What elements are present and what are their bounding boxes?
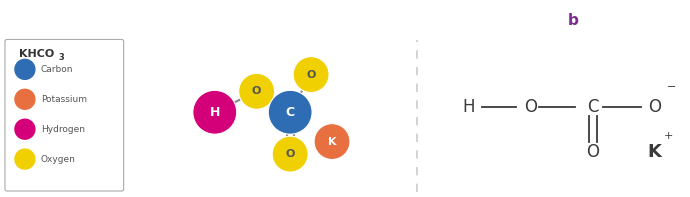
Circle shape — [314, 124, 350, 160]
Text: Oxygen: Oxygen — [41, 155, 76, 164]
Text: H: H — [462, 98, 475, 115]
Circle shape — [273, 136, 308, 172]
Text: K: K — [328, 137, 336, 147]
Text: BYJU'S: BYJU'S — [615, 9, 658, 22]
Text: Hydrogen: Hydrogen — [41, 125, 85, 134]
Text: Carbon: Carbon — [41, 65, 73, 74]
Text: H: H — [210, 106, 220, 119]
Text: O: O — [252, 86, 262, 96]
Text: −: − — [667, 82, 676, 92]
Circle shape — [15, 89, 35, 109]
Circle shape — [239, 73, 275, 109]
Circle shape — [268, 90, 312, 134]
Text: O: O — [306, 70, 316, 80]
FancyBboxPatch shape — [5, 39, 124, 191]
Text: K: K — [648, 143, 662, 161]
Text: KHCO: KHCO — [19, 49, 55, 59]
Circle shape — [293, 57, 329, 93]
Text: O: O — [286, 149, 295, 159]
Text: +: + — [664, 131, 673, 141]
Text: The Learning App: The Learning App — [613, 29, 661, 34]
Text: O: O — [648, 98, 661, 115]
Text: b: b — [568, 13, 578, 28]
Text: C: C — [286, 106, 295, 119]
Circle shape — [15, 59, 35, 79]
Text: 3: 3 — [59, 53, 65, 62]
FancyBboxPatch shape — [543, 4, 604, 39]
Text: Potassium: Potassium — [41, 95, 87, 104]
Text: POTASSIUM BICARBONATE STRUCTURE: POTASSIUM BICARBONATE STRUCTURE — [14, 9, 376, 27]
Text: C: C — [587, 98, 598, 115]
Circle shape — [15, 149, 35, 169]
Circle shape — [15, 119, 35, 139]
Text: O: O — [524, 98, 538, 115]
Text: O: O — [586, 143, 599, 161]
Circle shape — [193, 90, 237, 134]
